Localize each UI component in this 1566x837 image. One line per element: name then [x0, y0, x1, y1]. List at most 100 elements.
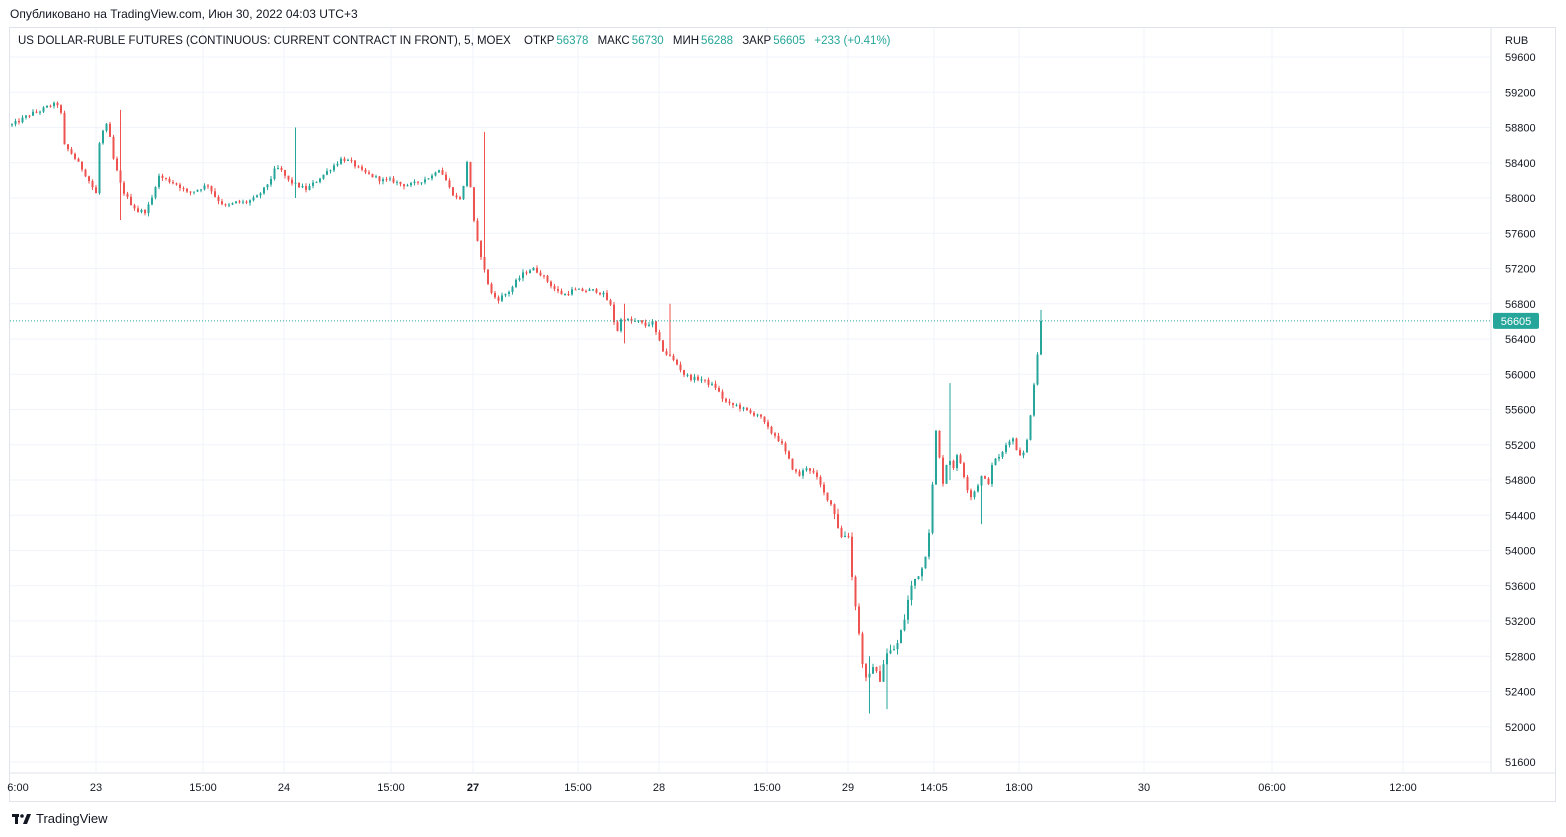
candle: [410, 181, 412, 188]
candle: [119, 109, 122, 221]
candle: [718, 385, 720, 393]
chart-frame[interactable]: [9, 27, 1556, 802]
candle: [74, 152, 76, 161]
candle: [105, 123, 108, 133]
candle: [998, 453, 1000, 462]
candle: [280, 166, 283, 173]
candle: [567, 290, 570, 296]
candle: [900, 629, 902, 644]
time-tick-label: 28: [653, 782, 665, 794]
candle: [417, 181, 419, 185]
brand-footer[interactable]: TradingView: [12, 811, 108, 826]
candle: [1015, 437, 1018, 451]
time-tick-label: 12:00: [1389, 782, 1417, 794]
change-value: +233 (+0.41%): [814, 35, 891, 47]
candle: [683, 369, 685, 378]
price-tick-label: 58400: [1505, 158, 1536, 170]
candle: [665, 348, 668, 356]
candle: [952, 459, 955, 470]
candle: [700, 376, 703, 384]
candle: [168, 176, 171, 184]
candle: [235, 201, 237, 204]
candle: [294, 127, 297, 198]
time-axis: 6:00 23 15:00 24 15:00 27 15:00 28 15:00 29 14:05 1…: [7, 782, 1416, 794]
candle: [266, 183, 269, 191]
candle: [557, 286, 559, 294]
candle: [158, 173, 160, 190]
candle: [357, 165, 360, 169]
candle: [364, 168, 367, 174]
candle: [329, 169, 332, 174]
candle: [571, 286, 573, 296]
candle: [102, 129, 104, 145]
candle: [511, 285, 514, 295]
candle: [39, 110, 41, 116]
candle: [977, 483, 979, 493]
candle: [613, 302, 615, 326]
candle: [445, 171, 447, 181]
candle: [886, 648, 888, 710]
candle: [844, 531, 846, 538]
candle: [532, 267, 535, 271]
price-tick-label: 56800: [1505, 299, 1536, 311]
price-tick-label: 53200: [1505, 616, 1536, 628]
candle: [217, 195, 220, 205]
candle: [994, 458, 997, 466]
time-tick-label: 29: [842, 782, 854, 794]
candle: [924, 556, 927, 569]
candle: [858, 603, 860, 636]
candle: [53, 101, 55, 109]
candle: [49, 104, 52, 108]
candle: [270, 175, 272, 187]
candle: [347, 158, 349, 162]
candle: [116, 156, 118, 172]
candle: [644, 319, 647, 328]
candle: [126, 191, 129, 200]
candle: [424, 176, 426, 185]
candle: [1029, 414, 1032, 441]
candle: [823, 482, 825, 496]
candle: [851, 532, 853, 581]
price-tick-label: 56000: [1505, 369, 1536, 381]
candle: [732, 402, 734, 409]
candle: [1026, 438, 1028, 453]
candle: [263, 187, 265, 195]
candle: [165, 177, 167, 181]
candle: [140, 208, 143, 214]
candle: [448, 178, 451, 189]
candle: [574, 287, 577, 291]
candle: [452, 186, 454, 197]
candle: [273, 166, 276, 181]
time-tick-label: 15:00: [377, 782, 405, 794]
candle: [336, 161, 339, 167]
candle: [704, 379, 706, 383]
candle: [11, 123, 13, 127]
candle: [903, 614, 906, 632]
candle: [963, 461, 965, 479]
candle: [186, 187, 188, 194]
candle: [959, 453, 962, 465]
candle: [25, 114, 27, 120]
candle: [354, 159, 356, 169]
candle: [151, 194, 153, 206]
candle: [301, 183, 304, 189]
candle: [515, 278, 517, 289]
candle: [816, 469, 818, 480]
candle: [819, 475, 822, 488]
candle: [403, 183, 405, 190]
candle: [616, 320, 619, 332]
candle: [896, 639, 899, 655]
candle: [609, 298, 612, 306]
candle: [991, 462, 993, 487]
candle: [504, 293, 507, 298]
price-tick-label: 54800: [1505, 475, 1536, 487]
open-label: ОТКР: [524, 35, 555, 47]
candle: [868, 656, 871, 714]
high-value: 56730: [631, 35, 664, 47]
candle: [847, 532, 850, 539]
candle: [144, 208, 146, 216]
candle: [462, 185, 465, 200]
brand-name: TradingView: [36, 811, 108, 826]
candle: [599, 292, 601, 296]
